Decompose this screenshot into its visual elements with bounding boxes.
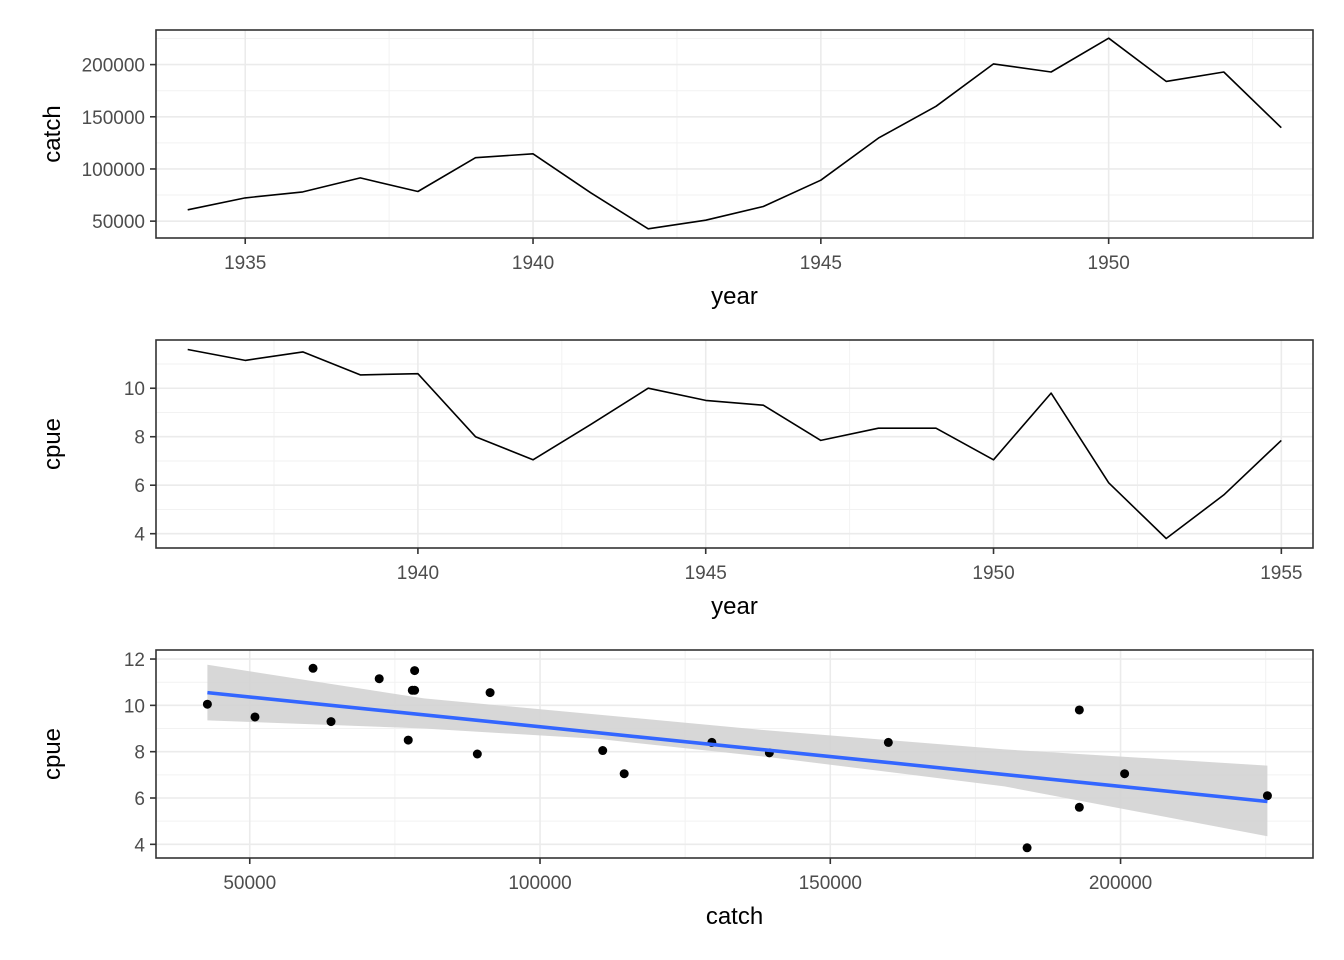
y-tick-label: 12	[124, 650, 145, 671]
data-point	[1120, 769, 1130, 779]
y-tick-label: 4	[134, 835, 145, 856]
data-point	[403, 735, 413, 745]
data-point	[883, 737, 893, 747]
x-axis-title: year	[711, 593, 758, 620]
y-axis-title: catch	[39, 105, 66, 162]
y-axis-title: cpue	[39, 728, 66, 780]
x-axis-title: year	[711, 283, 758, 310]
panel-border	[155, 649, 1314, 859]
panel-border	[155, 29, 1314, 239]
data-point	[308, 663, 318, 673]
y-axis-title: cpue	[39, 418, 66, 470]
y-tick-label: 6	[134, 476, 145, 497]
series-line	[187, 37, 1282, 230]
data-point	[619, 769, 629, 779]
data-point	[472, 749, 482, 759]
x-tick-label: 1935	[224, 253, 266, 274]
y-tick-label: 200000	[82, 56, 145, 77]
x-tick-label: 1940	[397, 563, 439, 584]
y-tick-label: 8	[134, 428, 145, 449]
data-point	[598, 746, 608, 756]
series-line	[187, 348, 1282, 540]
y-tick-label: 10	[124, 379, 145, 400]
data-point	[250, 712, 260, 722]
y-tick-label: 6	[134, 789, 145, 810]
data-point	[202, 699, 212, 709]
confidence-band	[207, 664, 1268, 837]
x-tick-label: 1940	[512, 253, 554, 274]
data-point	[1022, 843, 1032, 853]
y-tick-label: 8	[134, 743, 145, 764]
y-tick-label: 100000	[82, 160, 145, 181]
y-tick-label: 150000	[82, 108, 145, 129]
x-tick-label: 1945	[685, 563, 727, 584]
catch-by-year-panel: 1935 1940 1945 1950 50000 100000 150000 200000 y…	[39, 29, 1314, 310]
regression-line	[207, 690, 1268, 804]
x-tick-label: 100000	[508, 873, 571, 894]
data-point	[485, 688, 495, 698]
data-point	[1074, 705, 1084, 715]
cpue-vs-catch-panel: 50000 100000 150000 200000 4 6 8 10 12 catch cpue	[39, 649, 1314, 930]
x-tick-label: 1950	[1088, 253, 1130, 274]
y-tick-label: 50000	[92, 212, 145, 233]
data-point	[1074, 802, 1084, 812]
data-point	[1262, 791, 1272, 801]
y-tick-label: 10	[124, 696, 145, 717]
panel-border	[155, 339, 1314, 549]
x-tick-label: 150000	[799, 873, 862, 894]
data-point	[374, 674, 384, 684]
x-tick-label: 1955	[1260, 563, 1302, 584]
x-tick-label: 1950	[972, 563, 1014, 584]
data-point	[326, 717, 336, 727]
cpue-by-year-panel: 1940 1945 1950 1955 4 6 8 10 year cpue	[39, 339, 1314, 620]
x-tick-label: 50000	[223, 873, 276, 894]
x-axis-title: catch	[706, 903, 763, 930]
plot-background	[156, 340, 1313, 548]
x-tick-label: 1945	[800, 253, 842, 274]
plot-background	[156, 650, 1313, 858]
data-point	[410, 685, 420, 695]
y-tick-label: 4	[134, 525, 145, 546]
data-point	[410, 666, 420, 676]
x-tick-label: 200000	[1089, 873, 1152, 894]
